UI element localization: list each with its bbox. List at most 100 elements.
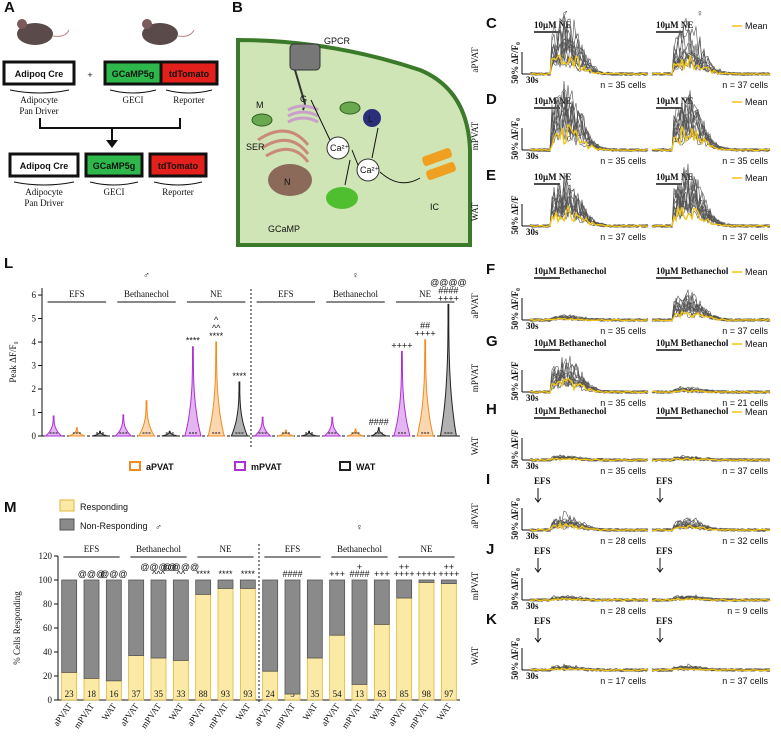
- panel-letter: K: [486, 611, 497, 628]
- n-label: n = 37 cells: [722, 232, 768, 242]
- stimulus-arrow: [656, 628, 664, 643]
- tissue-label: aPVAT: [470, 503, 480, 529]
- value-label: 97: [444, 689, 454, 699]
- value-label: 93: [243, 689, 253, 699]
- x-tick-label: mPVAT: [139, 701, 164, 730]
- x-tick-label: mPVAT: [72, 701, 97, 730]
- stimulus-label: 10μM Bethanechol: [534, 406, 607, 416]
- bar-segment: [128, 579, 145, 656]
- x-tick-label: aPVAT: [185, 701, 208, 728]
- tissue-label: WAT: [470, 646, 480, 665]
- scale-y-label: 50% ΔF/F₀: [510, 638, 520, 680]
- legend-label: Responding: [80, 502, 128, 512]
- value-label: 98: [422, 689, 432, 699]
- scale-x-label: 30s: [526, 393, 539, 403]
- n-label: n = 37 cells: [722, 676, 768, 686]
- significance-label: ****: [218, 569, 233, 579]
- violin: [301, 430, 318, 437]
- y-tick-label: 120: [39, 551, 53, 561]
- panel-letter: H: [486, 401, 497, 418]
- violin: [253, 416, 273, 437]
- stimulus-arrow: [656, 488, 664, 503]
- gene-box-label: Adipoq Cre: [20, 161, 69, 171]
- y-tick-label: 80: [43, 599, 53, 609]
- sex-symbol: ♂: [562, 8, 569, 18]
- n-label: n = 28 cells: [600, 606, 646, 616]
- group-label: Bethanechol: [333, 289, 378, 299]
- significance-label: +++: [329, 569, 345, 579]
- legend-label: Mean: [745, 407, 768, 417]
- significance-label: @@@@: [140, 562, 177, 572]
- y-tick-label: 3: [32, 361, 37, 371]
- stimulus-label: 10μM Bethanechol: [656, 338, 729, 348]
- panel-letter: F: [486, 261, 495, 278]
- sex-symbol: ♀: [356, 522, 363, 532]
- stimulus-arrow: [656, 558, 664, 573]
- value-label: 85: [400, 689, 410, 699]
- mean-trace: [651, 309, 771, 322]
- mean-trace: [651, 457, 771, 462]
- y-tick-label: 4: [32, 337, 37, 347]
- n-label: n = 32 cells: [722, 536, 768, 546]
- mean-trace: [529, 204, 648, 228]
- significance-label: ####: [369, 417, 389, 427]
- sex-symbol: ♀: [352, 270, 359, 280]
- n-label: n = 35 cells: [600, 398, 646, 408]
- legend-label: Mean: [745, 21, 768, 31]
- bar-segment: [172, 579, 189, 661]
- stimulus-arrow: [534, 628, 542, 643]
- gene-box-label: GCaMP5g: [93, 161, 136, 171]
- scale-x-label: 30s: [526, 461, 539, 471]
- cell-label: L: [368, 114, 373, 124]
- significance-label: ^: [214, 315, 219, 325]
- n-label: n = 35 cells: [600, 466, 646, 476]
- group-label: NE: [220, 544, 232, 554]
- x-tick-label: aPVAT: [51, 701, 74, 728]
- legend-swatch: [129, 461, 141, 471]
- group-label: Bethanechol: [124, 289, 169, 299]
- violin: [393, 350, 411, 437]
- significance-label: ++++: [415, 329, 436, 339]
- mean-trace: [529, 317, 649, 322]
- gene-caption: Reporter: [162, 187, 194, 197]
- stimulus-label: 10μM NE: [656, 96, 693, 106]
- tissue-label: aPVAT: [470, 47, 480, 73]
- bar-segment: [239, 579, 256, 589]
- panel-b-art: [236, 37, 472, 247]
- value-label: 54: [333, 689, 343, 699]
- gene-caption: Pan Driver: [24, 198, 63, 208]
- significance-label: ####: [282, 569, 302, 579]
- scale-x-label: 30s: [526, 75, 539, 85]
- panel-letter: E: [486, 167, 496, 184]
- stimulus-label: EFS: [656, 546, 673, 556]
- scale-x-label: 30s: [526, 151, 539, 161]
- y-tick-label: 0: [48, 695, 53, 705]
- violin: [137, 400, 156, 437]
- significance-label: +: [357, 562, 362, 572]
- legend-label: WAT: [356, 462, 376, 472]
- n-label: n = 9 cells: [727, 606, 768, 616]
- y-tick-label: 60: [43, 623, 53, 633]
- value-label: 16: [109, 689, 119, 699]
- significance-label: ^^: [212, 323, 221, 333]
- violin: [161, 430, 178, 437]
- bar-segment: [396, 597, 413, 701]
- y-tick-label: 0: [32, 431, 37, 441]
- x-tick-label: mPVAT: [407, 701, 432, 730]
- stimulus-arrow: [534, 558, 542, 573]
- n-label: n = 37 cells: [600, 232, 646, 242]
- stimulus-label: 10μM NE: [534, 20, 571, 30]
- significance-label: +++: [374, 569, 390, 579]
- stimulus-label: EFS: [534, 476, 551, 486]
- mean-trace: [529, 123, 649, 152]
- legend-swatch: [234, 461, 246, 471]
- n-label: n = 35 cells: [600, 326, 646, 336]
- value-label: 18: [87, 689, 97, 699]
- x-tick-label: WAT: [368, 701, 387, 722]
- bar-segment: [195, 594, 212, 701]
- scale-y-label: 50% ΔF/F: [510, 195, 520, 234]
- scale-y-label: 50% ΔF/F: [510, 429, 520, 468]
- violin: [322, 416, 342, 437]
- scale-x-label: 30s: [526, 321, 539, 331]
- n-label: n = 37 cells: [722, 326, 768, 336]
